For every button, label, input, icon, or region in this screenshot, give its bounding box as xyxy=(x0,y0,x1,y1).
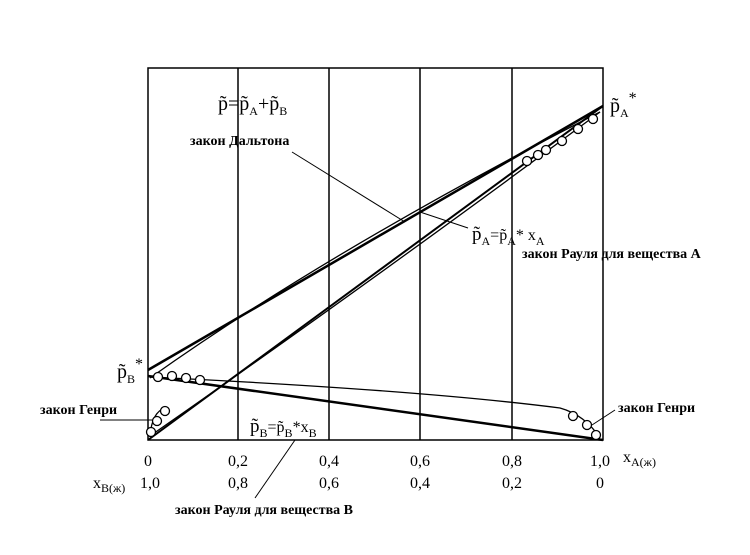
pointer xyxy=(419,211,469,229)
xb-tick: 0,6 xyxy=(319,475,339,492)
raoult-b-label: закон Рауля для вещества В xyxy=(175,503,353,518)
xb-tick: 0,4 xyxy=(410,475,430,492)
henry-left-label: закон Генри xyxy=(40,403,117,418)
xb-label: xB(ж) xyxy=(93,475,125,495)
total-formula: p̃=p̃A+p̃B xyxy=(218,93,287,118)
xa-tick: 0 xyxy=(144,453,152,470)
raoult-b-line xyxy=(147,374,604,442)
xb-tick: 0,8 xyxy=(228,475,248,492)
plot-frame xyxy=(147,67,604,441)
pb-real-curve xyxy=(149,376,601,439)
xb-tick: 0 xyxy=(596,475,604,492)
total-real-curve xyxy=(149,111,601,379)
raoult-a-formula: p̃A=p̃A* xA xyxy=(472,224,545,248)
xa-ticks: 0 0,2 0,4 0,6 0,8 1,0 xyxy=(144,453,610,470)
dalton-label: закон Дальтона xyxy=(190,134,289,149)
xa-tick: 0,6 xyxy=(410,453,430,470)
pointer xyxy=(591,409,616,426)
xa-tick: 0,2 xyxy=(228,453,248,470)
pb-star: p̃B* xyxy=(117,356,143,386)
xa-tick: 1,0 xyxy=(590,453,610,470)
pa-star: p̃A* xyxy=(610,90,637,120)
points xyxy=(145,113,602,441)
raoult-b-formula: p̃B=p̃B*xB xyxy=(250,416,317,440)
raoult-a-label: закон Рауля для вещества А xyxy=(522,247,702,262)
xb-ticks: 1,0 0,8 0,6 0,4 0,2 0 xyxy=(140,475,604,492)
xa-label: xA(ж) xyxy=(623,449,656,469)
pointer xyxy=(254,439,296,499)
xb-tick: 1,0 xyxy=(140,475,160,492)
xa-tick: 0,8 xyxy=(502,453,522,470)
henry-right-label: закон Генри xyxy=(618,401,695,416)
xb-tick: 0,2 xyxy=(502,475,522,492)
pa-real-curve xyxy=(149,111,601,437)
plot xyxy=(100,67,616,499)
pointer xyxy=(291,151,406,223)
xa-tick: 0,4 xyxy=(319,453,339,470)
